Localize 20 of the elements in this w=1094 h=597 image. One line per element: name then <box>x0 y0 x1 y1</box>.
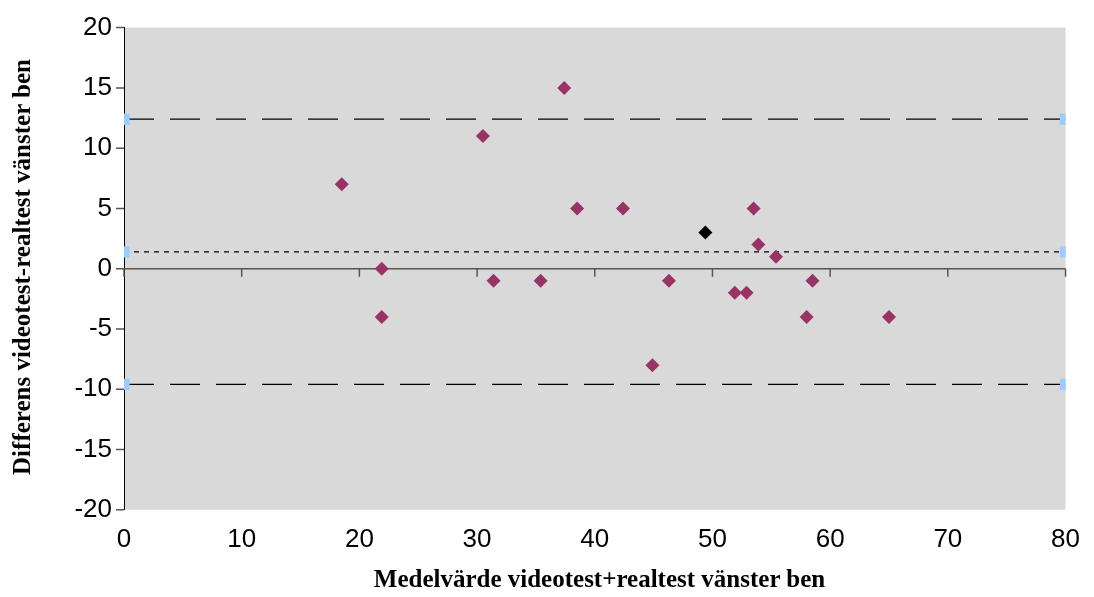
x-tick-label: 50 <box>698 522 727 553</box>
y-tick-label: -20 <box>74 492 112 523</box>
x-tick-label: 40 <box>580 522 610 553</box>
y-tick-label: 15 <box>83 71 112 102</box>
x-tick-label: 70 <box>933 522 963 553</box>
x-tick-label: 10 <box>227 522 257 553</box>
y-tick-label: 0 <box>97 251 112 282</box>
x-tick-label: 0 <box>116 522 132 553</box>
x-tick-label: 80 <box>1051 522 1080 553</box>
x-tick-label: 20 <box>344 522 374 553</box>
y-tick-label: 5 <box>97 191 112 222</box>
y-tick-label: -5 <box>88 312 112 343</box>
x-axis-title: Medelvärde videotest+realtest vänster ben <box>372 565 827 593</box>
y-tick-label: 10 <box>83 131 112 162</box>
y-axis-title: Differens videotest-realtest vänster ben <box>8 59 36 475</box>
y-tick-label: 20 <box>83 10 112 41</box>
x-tick-label: 30 <box>462 522 492 553</box>
x-tick-label: 60 <box>815 522 845 553</box>
y-tick-label: -15 <box>74 432 112 463</box>
y-tick-label: -10 <box>74 372 112 403</box>
